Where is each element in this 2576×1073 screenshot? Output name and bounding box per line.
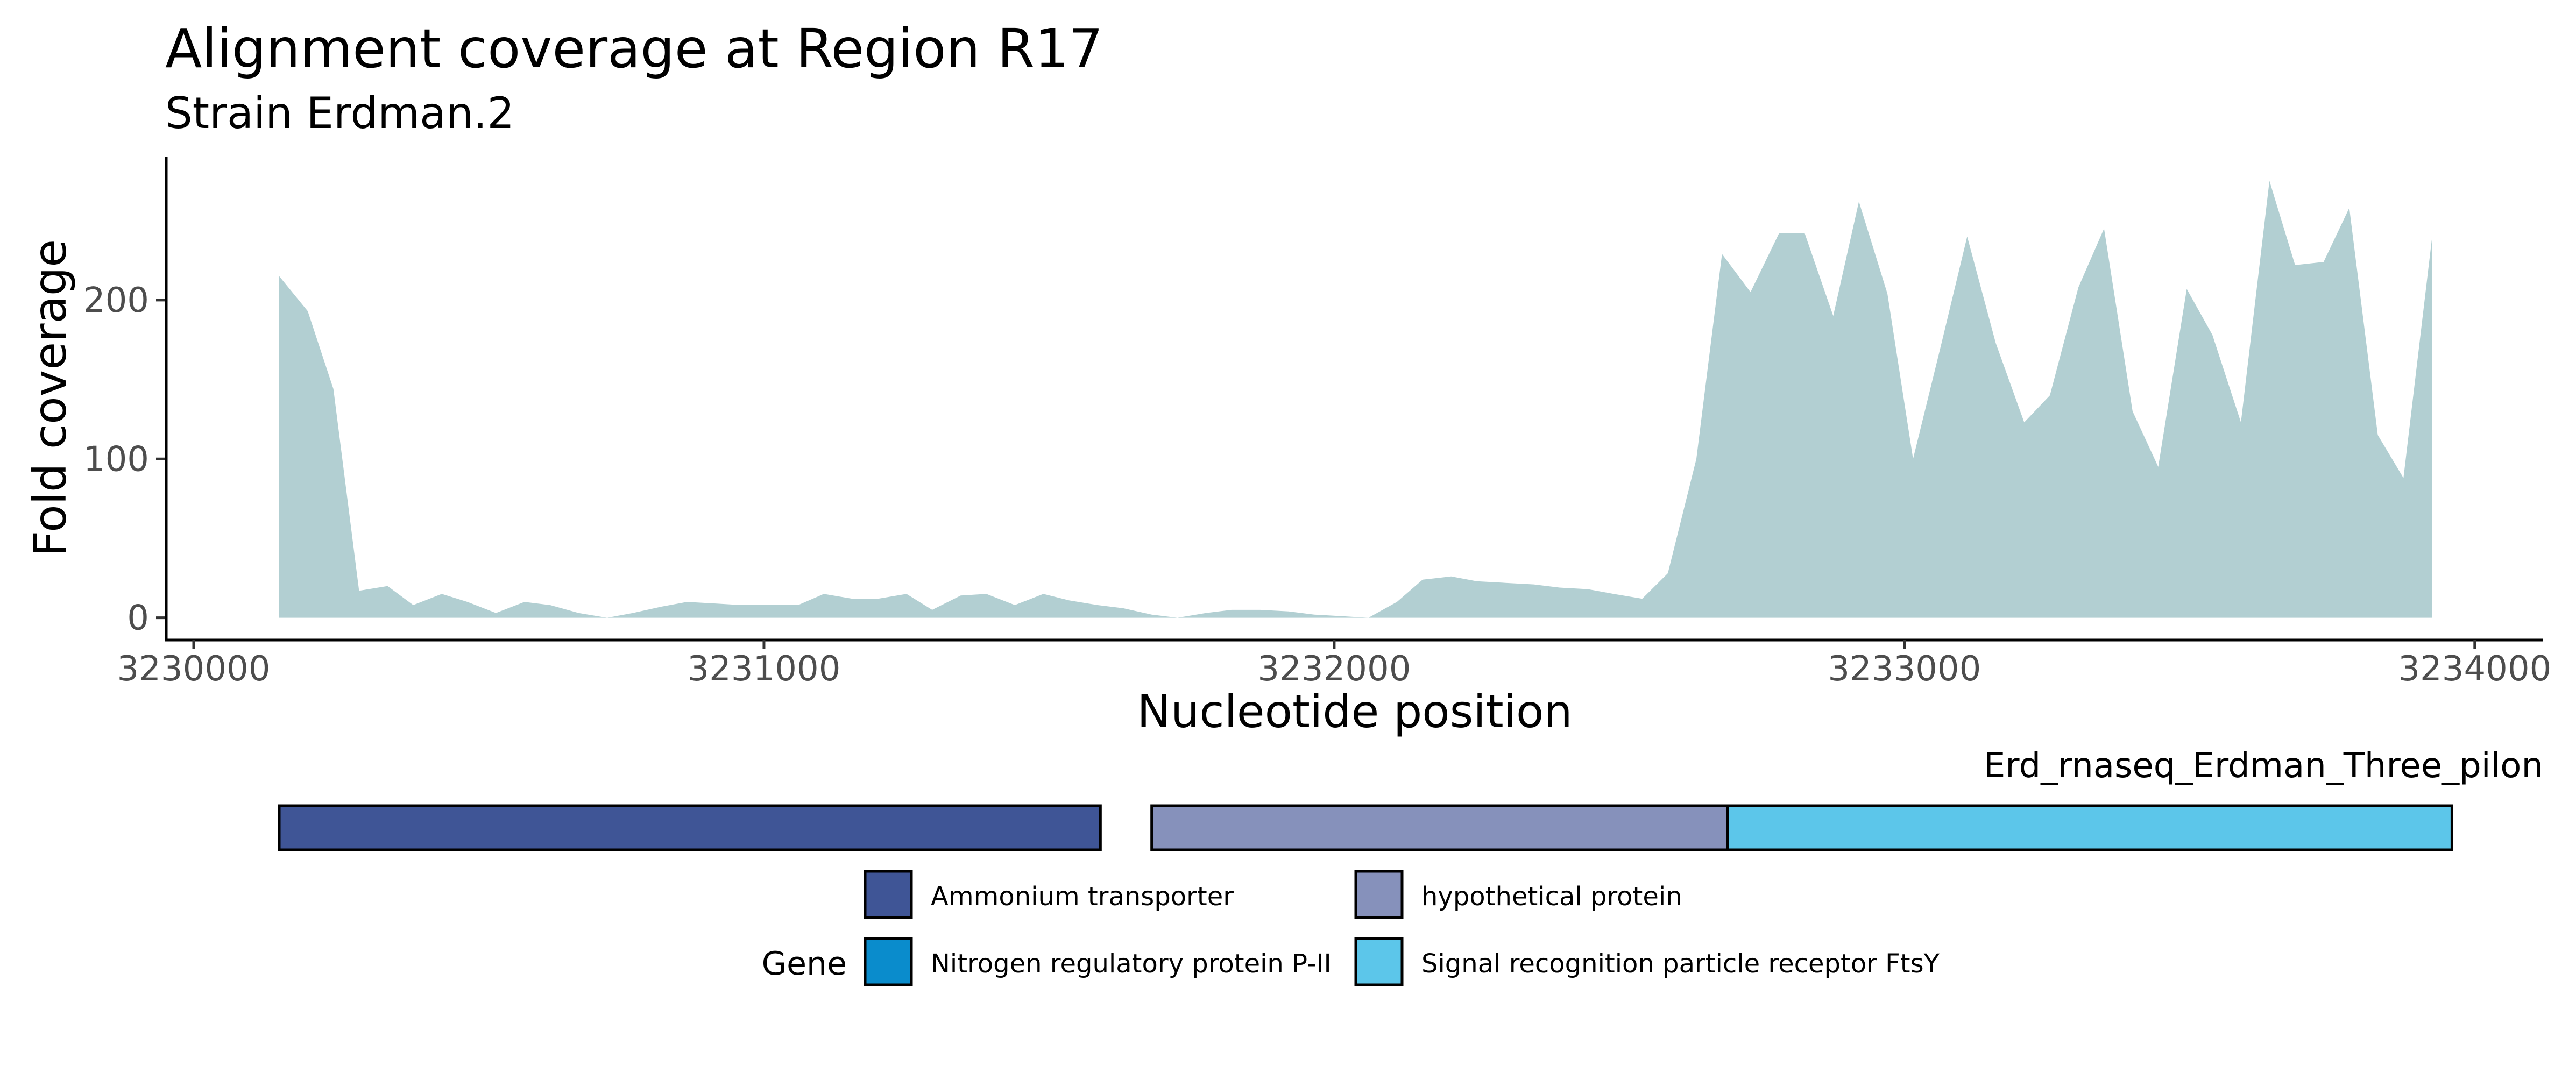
legend-swatch	[864, 937, 913, 986]
y-tick-label: 200	[83, 281, 149, 321]
legend-label: Ammonium transporter	[931, 882, 1234, 912]
legend-entry: Nitrogen regulatory protein P-II	[864, 937, 1332, 986]
x-tick-label: 3230000	[117, 649, 270, 689]
chart-title: Alignment coverage at Region R17	[165, 17, 1103, 80]
x-axis-ticks: 3230000 3231000 3232000 3233000 3234000	[117, 640, 2551, 689]
gene-segment	[1150, 804, 1729, 851]
legend-entry: hypothetical protein	[1354, 870, 1682, 919]
y-tick-label: 100	[83, 439, 149, 479]
y-axis-label: Fold coverage	[24, 239, 76, 557]
legend-label: hypothetical protein	[1421, 882, 1682, 912]
gene-segment	[278, 804, 1102, 851]
coverage-area-layer	[279, 181, 2432, 618]
gene-segments	[278, 804, 2453, 851]
gene-segment	[1726, 804, 2453, 851]
legend-swatch	[1354, 870, 1404, 919]
x-tick-label: 3233000	[1828, 649, 1981, 689]
gene-track-label: Erd_rnaseq_Erdman_Three_pilon	[1984, 746, 2543, 786]
x-tick-label: 3231000	[687, 649, 840, 689]
gene-track: Erd_rnaseq_Erdman_Three_pilon	[278, 746, 2543, 851]
chart-subtitle: Strain Erdman.2	[165, 88, 514, 138]
legend-label: Nitrogen regulatory protein P-II	[931, 949, 1332, 979]
gene-legend: Gene Ammonium transporter hypothetical pr…	[762, 870, 1940, 986]
x-axis-label: Nucleotide position	[1137, 685, 1572, 738]
x-tick-label: 3234000	[2398, 649, 2551, 689]
legend-swatch	[864, 870, 913, 919]
legend-entry: Ammonium transporter	[864, 870, 1234, 919]
legend-label: Signal recognition particle receptor Fts…	[1421, 949, 1940, 979]
x-tick-label: 3232000	[1257, 649, 1411, 689]
legend-swatch	[1354, 937, 1404, 986]
coverage-area	[279, 181, 2432, 618]
y-tick-label: 0	[127, 599, 149, 638]
plot-panel: 0 100 200 3230000 3231000 3232000 3233000 3234…	[83, 157, 2551, 689]
legend-title: Gene	[762, 945, 847, 983]
y-axis-ticks: 0 100 200	[83, 281, 165, 638]
legend-entries: Ammonium transporter hypothetical protein…	[864, 870, 1940, 986]
legend-entry: Signal recognition particle receptor Fts…	[1354, 937, 1940, 986]
